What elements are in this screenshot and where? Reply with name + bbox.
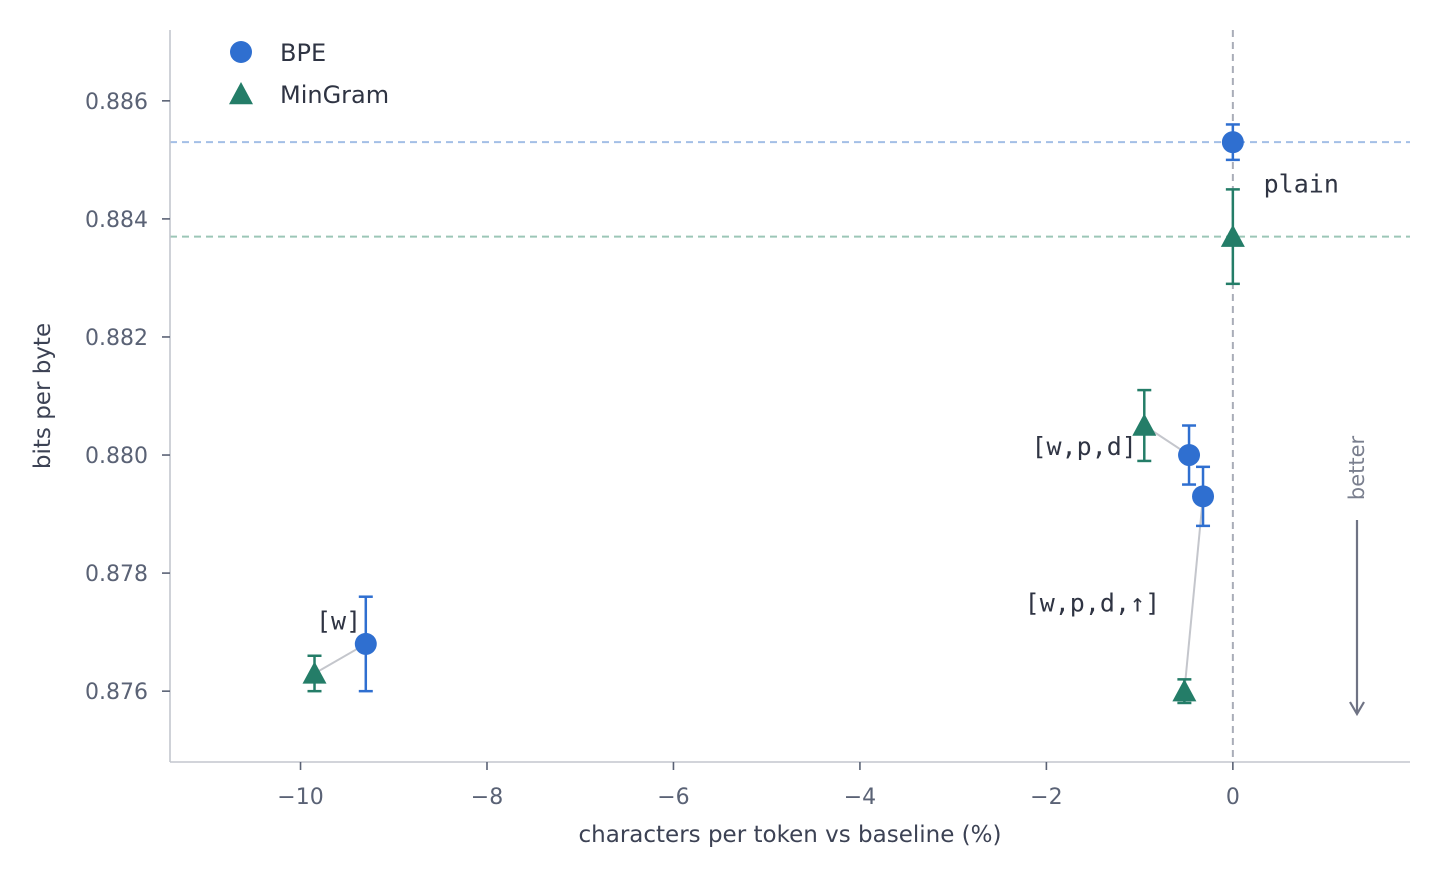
- legend-label: BPE: [280, 39, 326, 67]
- bpe-marker: [1221, 131, 1244, 154]
- axes: −10 −8 −6 −4 −2 0 0.876 0.878 0.880 0.882 0.884 0.8…: [85, 30, 1410, 810]
- bpe-point: [354, 595, 377, 693]
- annotation-label: plain: [1264, 169, 1339, 198]
- mingram-point: [1132, 388, 1157, 463]
- connector-2: [1183, 496, 1205, 692]
- x-tick-label: −4: [844, 785, 876, 810]
- y-tick-label: 0.884: [85, 208, 148, 233]
- mingram-marker: [1220, 224, 1245, 247]
- x-tick-label: −2: [1030, 785, 1062, 810]
- y-tick-label: 0.878: [85, 562, 148, 587]
- legend: BPE MinGram: [229, 39, 389, 109]
- x-tick-label: −10: [277, 785, 323, 810]
- mingram-marker: [1172, 679, 1197, 702]
- annotation-label: [w,p,d,↑]: [1025, 589, 1160, 618]
- y-tick-label: 0.880: [85, 444, 148, 469]
- better-label: better: [1345, 436, 1369, 501]
- legend-label: MinGram: [280, 81, 389, 109]
- legend-circle-marker: [230, 41, 252, 63]
- y-tick-label: 0.886: [85, 90, 148, 115]
- mingram-marker: [302, 661, 327, 684]
- bpe-point: [1178, 424, 1201, 486]
- better-indicator: better: [1345, 436, 1369, 717]
- annotation-label: [w]: [316, 606, 361, 635]
- y-axis-title: bits per byte: [30, 323, 56, 469]
- connector-lines: [314, 424, 1205, 692]
- x-tick-label: 0: [1226, 785, 1240, 810]
- data-points: [302, 123, 1245, 705]
- x-tick-label: −6: [657, 785, 689, 810]
- better-arrow-head: [1349, 701, 1365, 717]
- annotation-label: [w,p,d]: [1031, 432, 1136, 461]
- bpe-marker: [1178, 444, 1201, 467]
- mingram-point: [1172, 678, 1197, 705]
- bpe-marker: [1192, 485, 1215, 508]
- x-axis-title: characters per token vs baseline (%): [579, 822, 1002, 848]
- mingram-point: [302, 654, 327, 693]
- y-tick-label: 0.882: [85, 326, 148, 351]
- legend-triangle-marker: [229, 82, 253, 105]
- mingram-marker: [1132, 413, 1157, 436]
- annotations: plain [w,p,d] [w,p,d,↑] [w]: [316, 169, 1339, 635]
- mingram-point: [1220, 188, 1245, 286]
- bpe-marker: [354, 632, 377, 655]
- x-tick-label: −8: [471, 785, 503, 810]
- bpe-point: [1221, 123, 1244, 162]
- y-tick-label: 0.876: [85, 680, 148, 705]
- bpe-point: [1192, 465, 1215, 528]
